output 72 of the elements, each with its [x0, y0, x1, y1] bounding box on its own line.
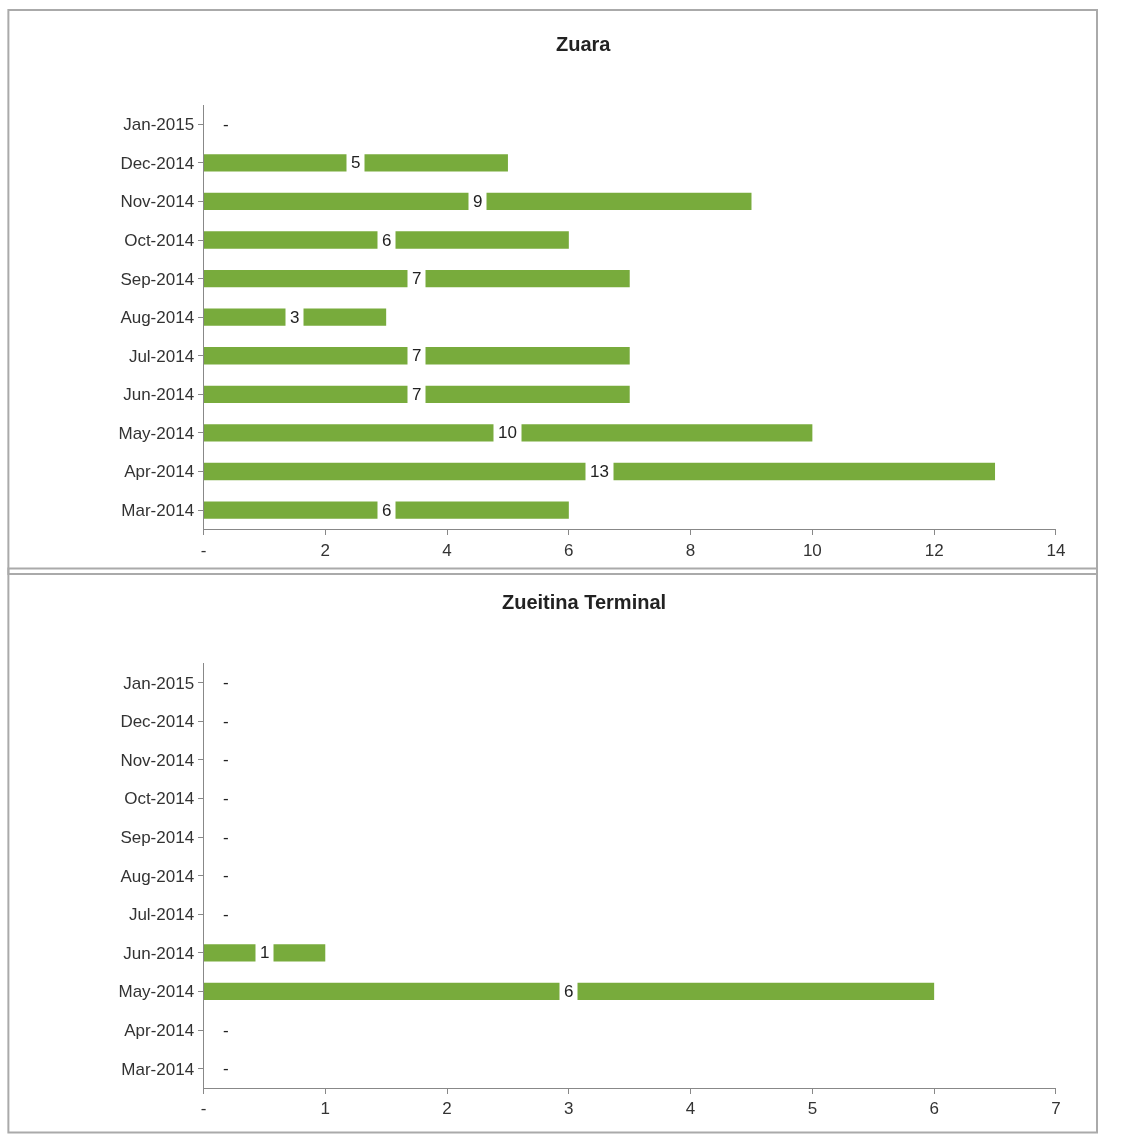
- y-tick-label: Jan-2015: [123, 115, 195, 135]
- y-tick-label: Mar-2014: [121, 501, 195, 521]
- y-tick-label: Aug-2014: [120, 866, 195, 886]
- x-tick-label: 8: [685, 540, 696, 560]
- data-label: 7: [412, 385, 422, 404]
- x-tick-label: 1: [320, 1099, 331, 1119]
- y-tick-label: Sep-2014: [120, 828, 195, 848]
- x-tick-label: 5: [807, 1099, 818, 1119]
- bar: [203, 269, 630, 288]
- y-tick-label: Nov-2014: [120, 750, 195, 770]
- y-tick-label: Jul-2014: [128, 346, 195, 366]
- chart-title: Zuara: [556, 33, 612, 55]
- bar: [203, 385, 630, 404]
- y-tick-label: Dec-2014: [120, 153, 195, 173]
- x-tick-label: -: [200, 540, 207, 560]
- x-tick-label: 10: [802, 540, 822, 560]
- data-label: -: [223, 115, 229, 134]
- data-label: 3: [290, 308, 300, 327]
- y-tick-label: May-2014: [118, 982, 195, 1002]
- data-label: -: [223, 866, 229, 885]
- data-label: -: [223, 789, 229, 808]
- x-tick-label: 6: [929, 1099, 939, 1119]
- data-label: 7: [412, 269, 422, 288]
- y-tick-label: Jul-2014: [128, 905, 195, 925]
- bar: [203, 424, 813, 442]
- data-label: 5: [351, 153, 361, 172]
- data-label: -: [223, 1059, 229, 1078]
- bar: [203, 192, 752, 211]
- chart-title: Zueitina Terminal: [502, 591, 667, 613]
- x-tick-label: 7: [1051, 1099, 1061, 1119]
- x-tick-label: 6: [564, 540, 574, 560]
- data-label: 6: [382, 501, 392, 520]
- y-tick-label: Sep-2014: [120, 269, 195, 289]
- data-label: 1: [260, 943, 270, 962]
- bar: [203, 501, 569, 519]
- y-tick-label: Jun-2014: [123, 943, 195, 963]
- data-label: -: [223, 673, 229, 692]
- bar: [203, 154, 508, 172]
- y-tick-label: Nov-2014: [120, 192, 195, 212]
- data-label: -: [223, 828, 229, 847]
- bar: [203, 308, 387, 326]
- y-tick-label: Apr-2014: [124, 462, 195, 482]
- x-tick-label: -: [200, 1099, 207, 1119]
- y-tick-label: Jun-2014: [123, 385, 195, 405]
- y-tick-label: Aug-2014: [120, 308, 195, 328]
- x-tick-label: 2: [442, 1099, 452, 1119]
- data-label: -: [223, 750, 229, 769]
- data-label: 9: [473, 192, 483, 211]
- y-tick-label: Apr-2014: [124, 1020, 195, 1040]
- data-label: -: [223, 905, 229, 924]
- x-tick-label: 12: [924, 540, 944, 560]
- data-label: 10: [498, 423, 517, 442]
- x-tick-label: 2: [320, 540, 331, 560]
- y-tick-label: Jan-2015: [123, 673, 195, 693]
- x-tick-label: 4: [685, 1099, 696, 1119]
- y-tick-label: Oct-2014: [124, 789, 195, 809]
- y-tick-label: Oct-2014: [124, 230, 195, 250]
- data-label: -: [223, 1021, 229, 1040]
- bar: [203, 462, 996, 481]
- y-tick-label: Dec-2014: [120, 712, 195, 732]
- x-tick-label: 4: [442, 540, 452, 560]
- data-label: 13: [590, 462, 609, 481]
- y-tick-label: May-2014: [118, 423, 195, 443]
- bar: [203, 231, 569, 249]
- data-label: 6: [382, 231, 392, 250]
- data-label: 7: [412, 346, 422, 365]
- bar: [203, 347, 630, 365]
- y-tick-label: Mar-2014: [121, 1059, 195, 1079]
- data-label: -: [223, 712, 229, 731]
- data-label: 6: [564, 982, 574, 1001]
- x-tick-label: 14: [1046, 540, 1066, 560]
- x-tick-label: 3: [564, 1099, 574, 1119]
